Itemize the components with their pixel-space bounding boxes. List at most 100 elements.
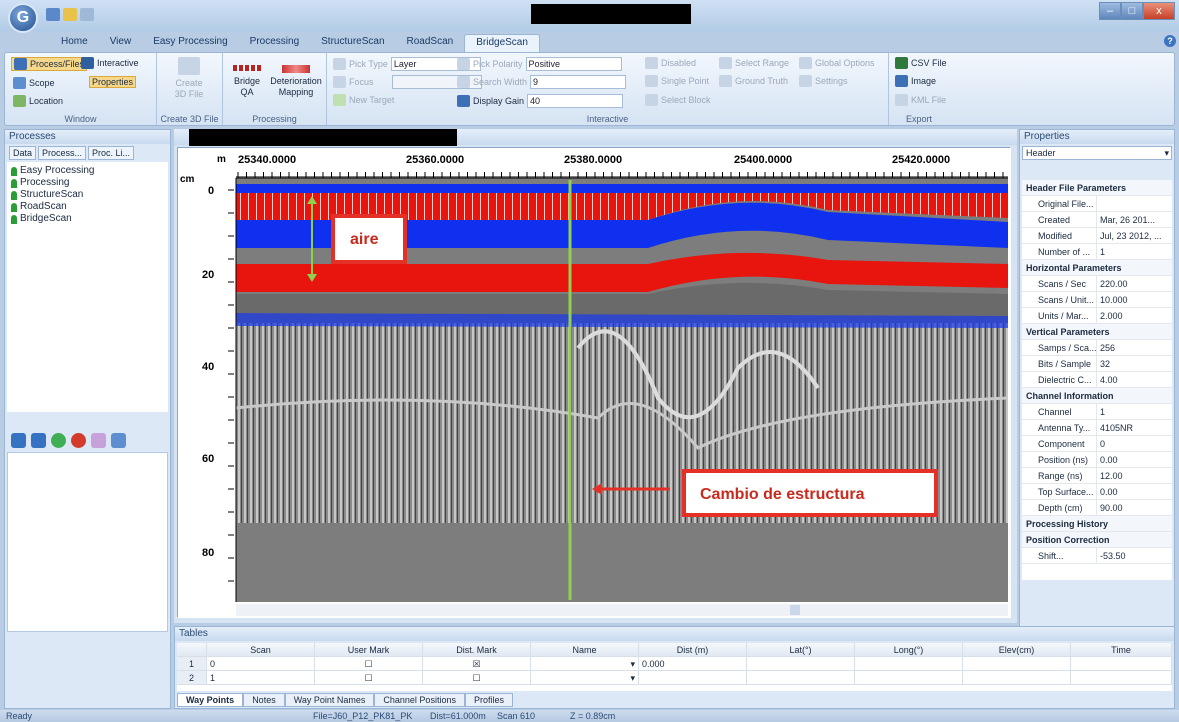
stop-icon[interactable] <box>71 433 86 448</box>
column-scan[interactable]: Scan <box>207 643 315 656</box>
horizontal-scrollbar[interactable] <box>236 604 1008 616</box>
bridge-qa-button[interactable]: Bridge QA <box>227 65 267 98</box>
property-row[interactable]: Created Mar, 26 201... <box>1022 212 1172 228</box>
minimize-button[interactable]: – <box>1099 2 1121 20</box>
column-name[interactable]: Name <box>531 643 639 656</box>
property-row[interactable]: Units / Mar... 2.000 <box>1022 308 1172 324</box>
tab-way-points[interactable]: Way Points <box>177 693 244 707</box>
quick-access-dropdown-icon[interactable] <box>80 8 94 21</box>
user-mark-checkbox[interactable]: ☐ <box>315 657 423 670</box>
ground-truth-button[interactable]: Ground Truth <box>735 76 789 86</box>
tab-home[interactable]: Home <box>61 36 88 47</box>
tab-notes[interactable]: Notes <box>243 693 285 707</box>
tab-structurescan[interactable]: StructureScan <box>321 36 385 47</box>
global-options-button[interactable]: Global Options <box>815 58 875 68</box>
image-button[interactable]: Image <box>911 76 937 86</box>
column-user-mark[interactable]: User Mark <box>315 643 423 656</box>
property-row[interactable]: Number of ... 1 <box>1022 244 1172 260</box>
close-button[interactable]: x <box>1143 2 1175 20</box>
search-width-input[interactable]: 9 <box>530 75 627 89</box>
property-row[interactable]: Scans / Unit... 10.000 <box>1022 292 1172 308</box>
tab-way-point-names[interactable]: Way Point Names <box>284 693 375 707</box>
tab-bridgescan[interactable]: BridgeScan <box>464 34 540 52</box>
help-icon[interactable]: ? <box>1164 35 1176 47</box>
column-elev[interactable]: Elev(cm) <box>963 643 1071 656</box>
maximize-button[interactable]: □ <box>1121 2 1143 20</box>
property-row[interactable]: Top Surface... 0.00 <box>1022 484 1172 500</box>
property-row[interactable]: Position (ns) 0.00 <box>1022 452 1172 468</box>
tree-item-roadscan[interactable]: RoadScan <box>11 201 164 213</box>
kml-file-button[interactable]: KML File <box>911 95 947 105</box>
csv-file-button[interactable]: CSV File <box>911 58 947 68</box>
tab-profiles[interactable]: Profiles <box>464 693 513 707</box>
property-section[interactable]: Vertical Parameters <box>1022 324 1172 340</box>
radargram-plot[interactable]: m cm 25340.0000 25360.0000 25380.0000 25… <box>177 147 1011 618</box>
name-dropdown[interactable]: ▾ <box>531 671 639 684</box>
property-row[interactable]: Original File... <box>1022 196 1172 212</box>
property-row[interactable]: Depth (cm) 90.00 <box>1022 500 1172 516</box>
scrollbar-thumb[interactable] <box>790 605 800 615</box>
save-icon[interactable] <box>46 8 60 21</box>
deterioration-mapping-button[interactable]: Deterioration Mapping <box>267 65 325 98</box>
settings-button[interactable]: Settings <box>815 76 848 86</box>
tree-item-processing[interactable]: Processing <box>11 177 164 189</box>
tab-view[interactable]: View <box>109 36 132 47</box>
property-row[interactable]: Channel 1 <box>1022 404 1172 420</box>
property-row[interactable]: Bits / Sample 32 <box>1022 356 1172 372</box>
tab-channel-positions[interactable]: Channel Positions <box>374 693 465 707</box>
property-section[interactable]: Channel Information <box>1022 388 1172 404</box>
interactive-button[interactable]: Interactive <box>97 58 139 68</box>
select-range-button[interactable]: Select Range <box>735 58 790 68</box>
column-lat[interactable]: Lat(°) <box>747 643 855 656</box>
scope-button[interactable]: Scope <box>29 78 55 88</box>
create-3d-file-button[interactable]: Create 3D File <box>171 57 207 100</box>
back-icon[interactable] <box>11 433 26 448</box>
tab-processing[interactable]: Processing <box>249 36 300 47</box>
forward-icon[interactable] <box>31 433 46 448</box>
tab-proc-list[interactable]: Proc. Li... <box>88 146 135 160</box>
tab-roadscan[interactable]: RoadScan <box>406 36 454 47</box>
tab-process[interactable]: Process... <box>38 146 87 160</box>
column-time[interactable]: Time <box>1071 643 1172 656</box>
properties-selector[interactable]: Header ▾ <box>1022 146 1172 160</box>
single-point-button[interactable]: Single Point <box>661 76 710 86</box>
property-row[interactable]: Range (ns) 12.00 <box>1022 468 1172 484</box>
flask-icon[interactable] <box>91 433 106 448</box>
table-row[interactable]: 1 0 ☐ ☒ ▾ 0.000 <box>177 657 1172 671</box>
property-section[interactable]: Header File Parameters <box>1022 180 1172 196</box>
property-row[interactable]: Modified Jul, 23 2012, ... <box>1022 228 1172 244</box>
property-row[interactable]: Antenna Ty... 4105NR <box>1022 420 1172 436</box>
tab-data[interactable]: Data <box>9 146 37 160</box>
property-section[interactable]: Position Correction <box>1022 532 1172 548</box>
table-row[interactable]: 2 1 ☐ ☐ ▾ <box>177 671 1172 685</box>
new-target-button[interactable]: New Target <box>349 95 395 105</box>
property-section[interactable]: Processing History <box>1022 516 1172 532</box>
column-dist[interactable]: Dist (m) <box>639 643 747 656</box>
column-dist-mark[interactable]: Dist. Mark <box>423 643 531 656</box>
tab-easy-processing[interactable]: Easy Processing <box>153 36 228 47</box>
play-icon[interactable] <box>51 433 66 448</box>
tree-item-easy-processing[interactable]: Easy Processing <box>11 165 164 177</box>
open-folder-icon[interactable] <box>63 8 77 21</box>
user-mark-checkbox[interactable]: ☐ <box>315 671 423 684</box>
pick-polarity-select[interactable]: Positive <box>525 57 622 71</box>
dist-mark-checkbox[interactable]: ☒ <box>423 657 531 670</box>
tree-item-structurescan[interactable]: StructureScan <box>11 189 164 201</box>
dist-mark-checkbox[interactable]: ☐ <box>423 671 531 684</box>
process-files-button[interactable]: Process/Files <box>30 59 85 69</box>
select-block-button[interactable]: Select Block <box>661 95 711 105</box>
column-long[interactable]: Long(°) <box>855 643 963 656</box>
undo-icon[interactable] <box>111 433 126 448</box>
property-row[interactable]: Scans / Sec 220.00 <box>1022 276 1172 292</box>
property-row[interactable]: Component 0 <box>1022 436 1172 452</box>
disabled-button[interactable]: Disabled <box>661 58 697 68</box>
property-row[interactable]: Shift... -53.50 <box>1022 548 1172 564</box>
app-menu-button[interactable]: G <box>8 3 38 33</box>
properties-button[interactable]: Properties <box>92 77 134 87</box>
property-section[interactable]: Horizontal Parameters <box>1022 260 1172 276</box>
property-row[interactable]: Samps / Sca... 256 <box>1022 340 1172 356</box>
display-gain-input[interactable]: 40 <box>527 94 624 108</box>
tree-item-bridgescan[interactable]: BridgeScan <box>11 213 164 225</box>
property-row[interactable]: Dielectric C... 4.00 <box>1022 372 1172 388</box>
location-button[interactable]: Location <box>29 96 64 106</box>
